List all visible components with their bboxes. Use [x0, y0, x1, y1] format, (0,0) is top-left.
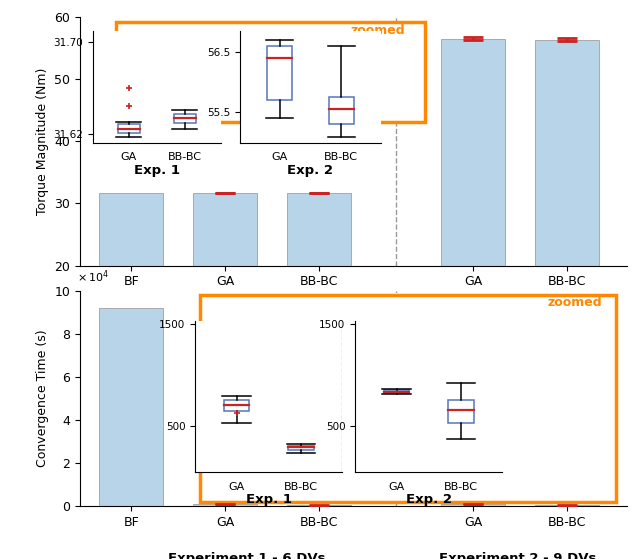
Bar: [193, 504, 257, 506]
Bar: [99, 308, 163, 506]
Bar: [535, 40, 600, 390]
X-axis label: Exp. 1: Exp. 1: [246, 494, 292, 506]
X-axis label: Exp. 1: Exp. 1: [134, 164, 180, 177]
Bar: [384, 390, 410, 393]
Bar: [268, 46, 292, 100]
X-axis label: Exp. 2: Exp. 2: [287, 164, 333, 177]
Bar: [173, 113, 196, 123]
Text: zoomed: zoomed: [548, 296, 603, 309]
Bar: [287, 193, 351, 390]
Y-axis label: Torque Magnitude (Nm): Torque Magnitude (Nm): [36, 68, 49, 215]
FancyBboxPatch shape: [116, 22, 425, 122]
Y-axis label: Convergence Time (s): Convergence Time (s): [36, 329, 49, 467]
X-axis label: Exp. 2: Exp. 2: [406, 494, 452, 506]
Bar: [193, 193, 257, 390]
Text: Experiment 1 - 6 DVs: Experiment 1 - 6 DVs: [168, 552, 326, 559]
Bar: [448, 400, 474, 423]
Text: Experiment 2 - 9 DVs: Experiment 2 - 9 DVs: [439, 552, 596, 559]
Bar: [441, 39, 506, 390]
Bar: [329, 97, 353, 125]
Bar: [441, 504, 506, 506]
Bar: [118, 124, 140, 134]
Bar: [224, 400, 250, 411]
Bar: [99, 193, 163, 390]
Text: $\times\,10^4$: $\times\,10^4$: [77, 269, 109, 286]
Bar: [288, 446, 314, 450]
Text: zoomed: zoomed: [351, 23, 406, 37]
FancyBboxPatch shape: [200, 295, 616, 501]
